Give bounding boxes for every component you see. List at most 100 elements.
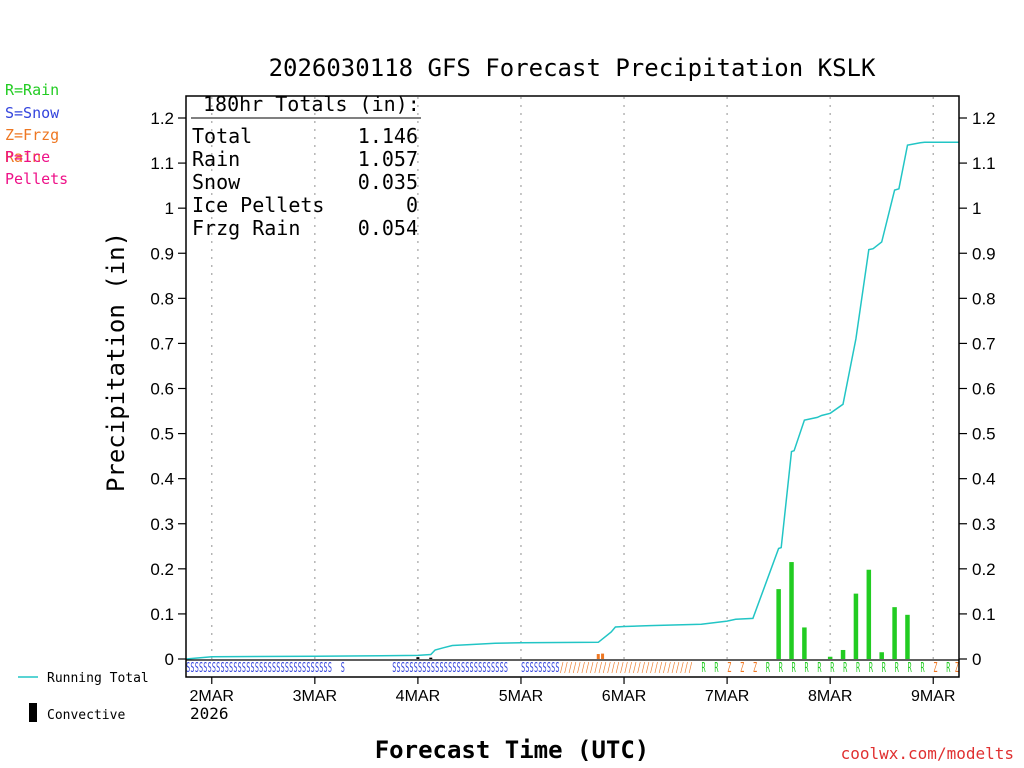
ptype-frzg_rain-5-7: / [590,661,594,676]
ptype-snow-3-6: S [418,661,422,676]
x-tick-label-2: 4MAR [396,688,440,705]
y-tick-label-left-0: 0 [165,650,174,669]
ptype-snow-0-12: S [238,661,242,676]
y-tick-label-left-1: 0.1 [150,605,174,624]
legend-rain: R=Rain [5,81,60,99]
ptype-snow-0-8: S [220,661,224,676]
ptype-snow-4-6: S [547,661,551,676]
ptype-snow-3-10: S [435,661,439,676]
ptype-frzg_rain-5-17: / [633,661,637,676]
totals-value-ice-pellets: 0 [406,193,418,217]
ptype-rain-6-0: R [701,661,705,676]
ptype-snow-3-4: S [409,661,413,676]
ptype-snow-0-16: S [255,661,259,676]
ptype-snow-0-20: S [272,661,276,676]
gridlines [211,97,934,659]
y-axis-right: 0 0.1 0.2 0.3 0.4 0.5 0.6 0.7 0.8 0.9 1 1.1 1.2 [959,109,996,669]
convective-legend-swatch [29,703,37,722]
ptype-rain-25-0: R [946,661,950,676]
ptype-frzg_rain-5-23: / [658,661,662,676]
y-tick-label-left-6: 0.6 [150,380,174,399]
ptype-frzg_rain-5-0: / [560,661,564,676]
ptype-frzg_rain-5-5: / [581,661,585,676]
ptype-snow-3-1: S [397,661,401,676]
totals-label-rain: Rain [192,147,240,171]
y-tick-label-right-11: 1.1 [972,154,996,173]
ptype-snow-1-9: S [328,661,332,676]
totals-header: 180hr Totals (in): [203,92,420,116]
totals-label-snow: Snow [192,170,241,194]
y-tick-label-left-3: 0.3 [150,515,174,534]
ptype-frzg_rain-5-14: / [620,661,624,676]
bar-rain-6 [866,569,872,659]
y-tick-label-right-1: 0.1 [972,605,996,624]
ptype-snow-1-0: S [289,661,293,676]
ptype-rain-18-0: R [856,661,860,676]
y-tick-label-right-3: 0.3 [972,515,996,534]
x-axis-label: Forecast Time (UTC) [375,736,650,764]
ptype-snow-3-26: S [504,661,508,676]
ptype-snow-3-15: S [457,661,461,676]
ptype-snow-3-22: S [487,661,491,676]
running-total-line-group [185,141,959,660]
ptype-snow-4-5: S [543,661,547,676]
ptype-rain-13-0: R [792,661,796,676]
ptype-rain-23-0: R [920,661,924,676]
bar-convective-1 [429,657,433,659]
running-total-line [185,141,959,660]
ptype-snow-0-19: S [268,661,272,676]
y-tick-label-right-2: 0.2 [972,560,996,579]
ptype-frzg_rain-5-15: / [624,661,628,676]
ptype-snow-0-5: S [208,661,212,676]
ptype-frzg_rain-5-20: / [646,661,650,676]
y-tick-label-left-4: 0.4 [150,470,174,489]
y-tick-label-right-0: 0 [972,650,981,669]
ptype-snow-3-2: S [401,661,405,676]
ptype-snow-4-1: S [525,661,529,676]
y-tick-label-left-8: 0.8 [150,289,174,308]
ptype-snow-1-7: S [319,661,323,676]
bar-rain-1 [789,562,794,659]
ptype-snow-1-5: S [311,661,315,676]
y-tick-label-left-11: 1.1 [150,154,174,173]
y-tick-label-right-10: 1 [972,199,981,218]
x-tick-label-0: 2MAR [190,688,234,705]
ptype-snow-3-24: S [495,661,499,676]
series-legend: Running Total Convective [18,671,149,723]
x-tick-label-7: 9MAR [911,688,955,705]
ptype-frzg_rain-5-28: / [680,661,684,676]
ptype-snow-0-23: S [285,661,289,676]
x-tick-label-3: 5MAR [499,688,543,705]
legend-frzg-rain: Z=Frzg Rain [5,126,60,166]
ptype-frzg_rain-5-30: / [689,661,693,676]
ptype-frzg_rain-5-26: / [671,661,675,676]
ptype-rain-15-0: R [817,661,821,676]
ptype-frzg_rain-5-2: / [568,661,572,676]
ptype-snow-3-11: S [439,661,443,676]
ptype-snow-0-3: S [199,661,203,676]
ptype-rain-21-0: R [895,661,899,676]
ptype-snow-4-3: S [534,661,538,676]
ptype-frzg_rain-5-29: / [684,661,688,676]
y-axis-label: Precipitation (in) [102,232,130,492]
bar-rain-9 [905,614,910,659]
bar-rain-7 [879,652,884,659]
y-tick-label-right-12: 1.2 [972,109,996,128]
ptype-snow-3-3: S [405,661,409,676]
ptype-frzg_rain-5-1: / [564,661,568,676]
ptype-snow-0-9: S [225,661,229,676]
ptype-rain-17-0: R [843,661,847,676]
ptype-frzg_rain-9-0: Z [740,661,744,676]
ptype-frzg_rain-5-12: / [611,661,615,676]
ptype-snow-3-25: S [500,661,504,676]
ptype-frzg_rain-5-9: / [598,661,602,676]
ptype-rain-11-0: R [766,661,770,676]
ptype-snow-3-8: S [427,661,431,676]
ptype-snow-3-12: S [444,661,448,676]
source-credit[interactable]: coolwx.com/modelts [840,744,1014,763]
ptype-frzg_rain-5-6: / [585,661,589,676]
ptype-snow-1-3: S [302,661,306,676]
ptype-snow-0-7: S [216,661,220,676]
ptype-rain-22-0: R [908,661,912,676]
ptype-snow-2-0: S [341,661,345,676]
